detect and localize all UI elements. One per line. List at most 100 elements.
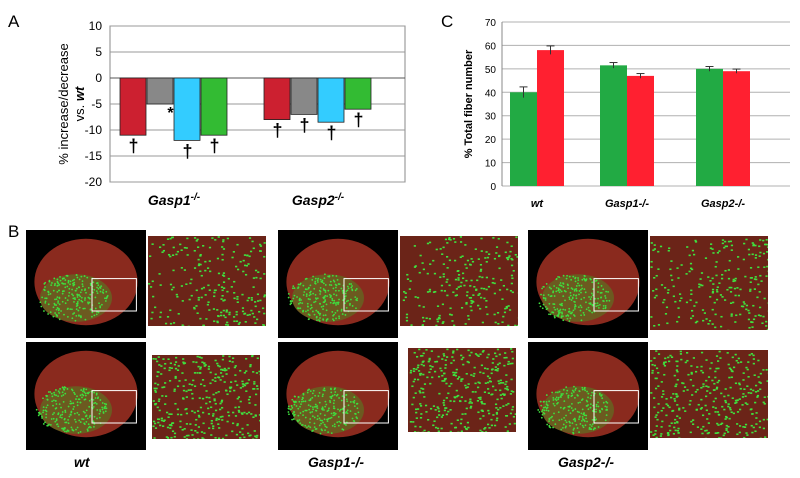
fiber-dot: [330, 432, 333, 435]
fiber-dot: [547, 293, 550, 296]
fiber-dot: [765, 275, 768, 277]
fiber-dot: [514, 324, 517, 326]
fiber-dot: [79, 401, 82, 404]
fiber-dot: [420, 413, 423, 415]
fiber-dot: [302, 392, 305, 395]
fiber-dot: [758, 291, 761, 293]
fiber-dot: [65, 430, 68, 433]
fiber-dot: [213, 399, 216, 402]
fiber-dot: [732, 366, 736, 369]
fiber-dot: [554, 308, 557, 311]
fiber-dot: [158, 398, 161, 401]
fiber-dot: [203, 362, 206, 365]
fiber-dot: [589, 406, 592, 409]
fiber-dot: [762, 369, 765, 371]
fiber-dot: [704, 395, 708, 398]
fiber-dot: [329, 296, 332, 299]
fiber-dot: [62, 429, 65, 431]
fiber-dot: [565, 386, 568, 389]
fiber-dot: [349, 410, 352, 412]
fiber-dot: [736, 423, 739, 425]
fiber-dot: [333, 280, 336, 283]
fiber-dot: [239, 369, 242, 372]
fiber-dot: [469, 407, 472, 409]
fiber-dot: [696, 366, 699, 368]
fiber-dot: [331, 274, 334, 277]
fiber-dot: [557, 398, 560, 401]
fiber-dot: [210, 434, 213, 436]
fiber-dot: [460, 396, 463, 398]
fiber-dot: [335, 294, 338, 297]
fiber-dot: [654, 387, 658, 390]
fiber-dot: [764, 243, 767, 246]
fiber-dot: [156, 383, 160, 386]
micrograph-zoom: [152, 355, 260, 439]
fiber-dot: [497, 237, 500, 240]
fiber-dot: [566, 283, 569, 286]
fiber-dot: [93, 314, 96, 317]
fiber-dot: [88, 405, 91, 408]
fiber-dot: [578, 431, 580, 434]
fiber-dot: [682, 407, 685, 409]
fiber-dot: [57, 390, 60, 393]
fiber-dot: [223, 369, 227, 372]
fiber-dot: [673, 398, 676, 400]
fiber-dot: [585, 301, 587, 304]
fiber-dot: [766, 251, 768, 253]
fiber-dot: [564, 426, 567, 429]
fiber-dot: [88, 297, 91, 300]
fiber-dot: [249, 250, 253, 253]
fiber-dot: [714, 411, 717, 413]
fiber-dot: [506, 385, 509, 388]
fiber-dot: [510, 257, 513, 260]
fiber-dot: [505, 380, 508, 383]
fiber-dot: [747, 391, 750, 394]
fiber-dot: [695, 301, 698, 304]
fiber-dot: [450, 362, 453, 364]
fiber-dot: [197, 299, 200, 301]
fiber-dot: [582, 426, 585, 429]
fiber-dot: [207, 365, 211, 368]
fiber-dot: [72, 402, 75, 405]
fiber-dot: [312, 389, 315, 392]
fiber-dot: [337, 303, 339, 305]
fiber-dot: [291, 287, 294, 290]
fiber-dot: [54, 420, 57, 423]
fiber-dot: [333, 393, 336, 396]
fiber-dot: [235, 311, 238, 313]
fiber-dot: [410, 369, 413, 372]
fiber-dot: [99, 306, 102, 309]
fiber-dot: [432, 424, 435, 427]
fiber-dot: [152, 400, 155, 402]
fiber-dot: [682, 390, 685, 392]
fiber-dot: [758, 420, 762, 423]
fiber-dot: [77, 294, 80, 296]
fiber-dot: [743, 436, 746, 438]
fiber-dot: [728, 367, 731, 370]
fiber-dot: [254, 404, 257, 406]
fiber-dot: [721, 405, 724, 408]
fiber-dot: [496, 398, 499, 401]
fiber-dot: [693, 305, 696, 307]
fiber-dot: [604, 405, 607, 408]
fiber-dot: [459, 236, 462, 238]
fiber-dot: [234, 415, 238, 417]
fiber-dot: [202, 438, 205, 439]
fiber-dot: [549, 295, 552, 298]
fiber-dot: [236, 301, 239, 304]
fiber-dot: [308, 421, 311, 424]
fiber-dot: [577, 402, 580, 404]
fiber-dot: [287, 405, 290, 408]
fiber-dot: [728, 407, 732, 409]
fiber-dot: [463, 426, 466, 428]
fiber-dot: [577, 306, 580, 309]
fiber-dot: [751, 253, 754, 256]
fiber-dot: [426, 291, 430, 293]
fiber-dot: [689, 262, 693, 265]
fiber-dot: [207, 301, 210, 303]
fiber-dot: [498, 289, 502, 291]
fiber-dot: [588, 296, 590, 298]
fiber-dot: [546, 406, 549, 409]
fiber-dot: [678, 299, 682, 302]
fiber-dot: [548, 286, 551, 289]
